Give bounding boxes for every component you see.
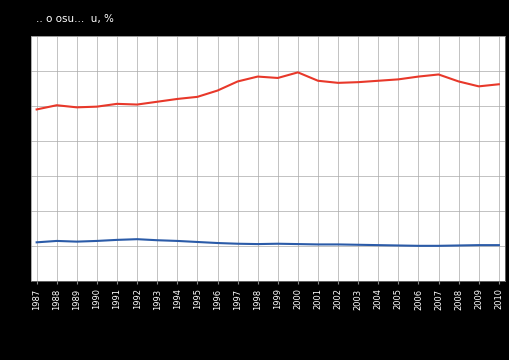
Text: .. o osu...  u, %: .. o osu... u, % [36,14,114,24]
